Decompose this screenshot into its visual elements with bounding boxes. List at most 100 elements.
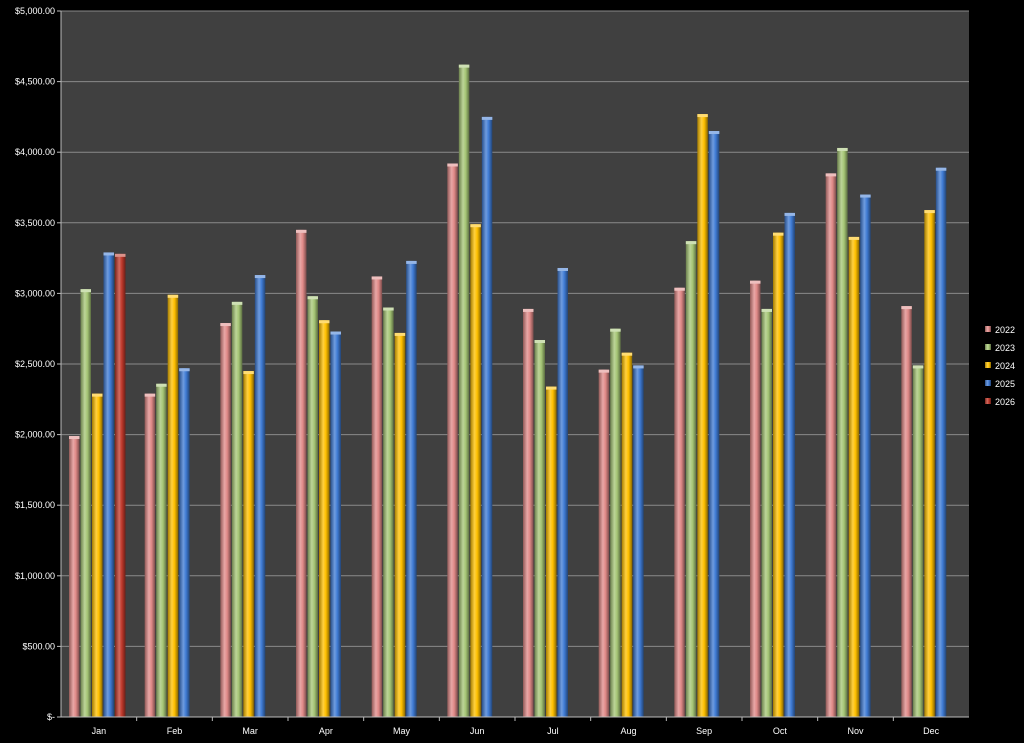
bar-top-highlight (69, 436, 80, 440)
bar-top-highlight (296, 229, 307, 233)
bar-top-highlight (697, 114, 708, 118)
bar-top-highlight (319, 320, 330, 324)
bar-2025-jul (557, 267, 568, 717)
bar-2024-dec (924, 210, 935, 718)
bar-top-highlight (383, 307, 394, 311)
bar-2022-feb (144, 393, 156, 717)
bar-top-highlight (924, 210, 935, 214)
bar-top-highlight (92, 393, 103, 397)
legend-label-2026: 2026 (995, 397, 1015, 407)
y-tick-label: $5,000.00 (15, 6, 55, 16)
bar-2025-jun (481, 116, 493, 717)
bar-2025-aug (633, 365, 644, 717)
bar-2023-aug (610, 328, 621, 717)
x-tick-label: Aug (620, 726, 636, 736)
bar-2022-may (371, 276, 383, 717)
bar-top-highlight (481, 116, 493, 120)
bar-2023-dec (912, 365, 924, 717)
y-tick-label: $- (47, 712, 55, 722)
bar-top-highlight (901, 306, 912, 310)
x-tick-label: Jul (547, 726, 559, 736)
bar-top-highlight (860, 194, 871, 198)
bar-2025-oct (784, 212, 795, 717)
bar-top-highlight (598, 369, 610, 373)
bar-2025-dec (935, 167, 947, 717)
bar-top-highlight (103, 252, 114, 256)
bar-2025-jan (103, 252, 114, 717)
bar-top-highlight (912, 365, 924, 369)
y-tick-label: $1,500.00 (15, 500, 55, 510)
bar-top-highlight (610, 328, 621, 332)
y-tick-label: $4,500.00 (15, 77, 55, 87)
bar-top-highlight (231, 301, 243, 305)
legend: 2022 2023 2024 2025 2026 (985, 325, 1015, 407)
bar-2024-feb (167, 294, 179, 717)
bar-top-highlight (633, 365, 644, 369)
x-tick-label: Oct (773, 726, 788, 736)
bar-top-highlight (307, 296, 318, 300)
legend-label-2023: 2023 (995, 343, 1015, 353)
bar-top-highlight (330, 331, 341, 335)
bar-2023-may (383, 307, 394, 717)
x-tick-label: Mar (242, 726, 258, 736)
bar-2024-nov (848, 236, 860, 718)
bar-top-highlight (773, 232, 784, 236)
bar-top-highlight (80, 289, 91, 293)
bar-2026-jan (115, 253, 126, 717)
bar-2024-oct (773, 232, 784, 717)
bar-top-highlight (220, 323, 231, 327)
bar-top-highlight (156, 383, 167, 387)
bar-2024-jul (546, 386, 557, 717)
x-tick-label: Dec (923, 726, 940, 736)
bar-2024-aug (621, 352, 633, 717)
bar-top-highlight (935, 167, 947, 171)
x-tick-label: Sep (696, 726, 712, 736)
y-tick-label: $1,000.00 (15, 571, 55, 581)
bar-2023-feb (156, 383, 167, 717)
bar-top-highlight (546, 386, 557, 390)
legend-swatch-2024 (985, 362, 991, 368)
bar-2025-may (406, 260, 417, 717)
bar-top-highlight (115, 253, 126, 257)
bars-group (69, 64, 947, 718)
bar-2025-feb (179, 368, 190, 717)
bar-top-highlight (447, 163, 458, 167)
bar-2024-sep (697, 114, 708, 718)
bar-top-highlight (406, 260, 417, 264)
bar-2022-oct (750, 280, 761, 717)
x-tick-label: May (393, 726, 411, 736)
bar-top-highlight (167, 294, 179, 298)
bar-2025-apr (330, 331, 341, 717)
bar-2024-jun (470, 224, 481, 717)
bar-top-highlight (685, 241, 697, 245)
bar-top-highlight (243, 371, 254, 375)
legend-label-2024: 2024 (995, 361, 1015, 371)
x-axis-ticks: Jan Feb Mar Apr May Jun Jul Aug Sep Oct Nov Dec (92, 717, 940, 736)
legend-label-2022: 2022 (995, 325, 1015, 335)
bar-top-highlight (761, 308, 772, 312)
legend-swatch-2025 (985, 380, 991, 386)
bar-2022-jan (69, 436, 80, 717)
bar-top-highlight (144, 393, 156, 397)
bar-2022-nov (825, 173, 837, 717)
y-tick-label: $2,000.00 (15, 430, 55, 440)
bar-2023-nov (837, 147, 848, 718)
bar-2022-sep (674, 287, 685, 717)
bar-2022-jun (447, 163, 458, 718)
bar-2023-jul (534, 339, 545, 717)
y-tick-label: $4,000.00 (15, 147, 55, 157)
gridlines (61, 10, 969, 647)
x-tick-label: Jan (92, 726, 107, 736)
bar-2023-jan (80, 289, 91, 717)
bar-2025-sep (708, 131, 720, 717)
bar-2023-mar (231, 301, 243, 717)
bar-2025-nov (860, 194, 871, 717)
bar-top-highlight (523, 308, 534, 312)
bar-top-highlight (837, 147, 848, 151)
x-tick-label: Nov (847, 726, 864, 736)
bar-2025-mar (254, 275, 266, 717)
bar-2023-apr (307, 296, 318, 717)
legend-swatch-2022 (985, 326, 991, 332)
bar-2023-sep (685, 241, 697, 717)
